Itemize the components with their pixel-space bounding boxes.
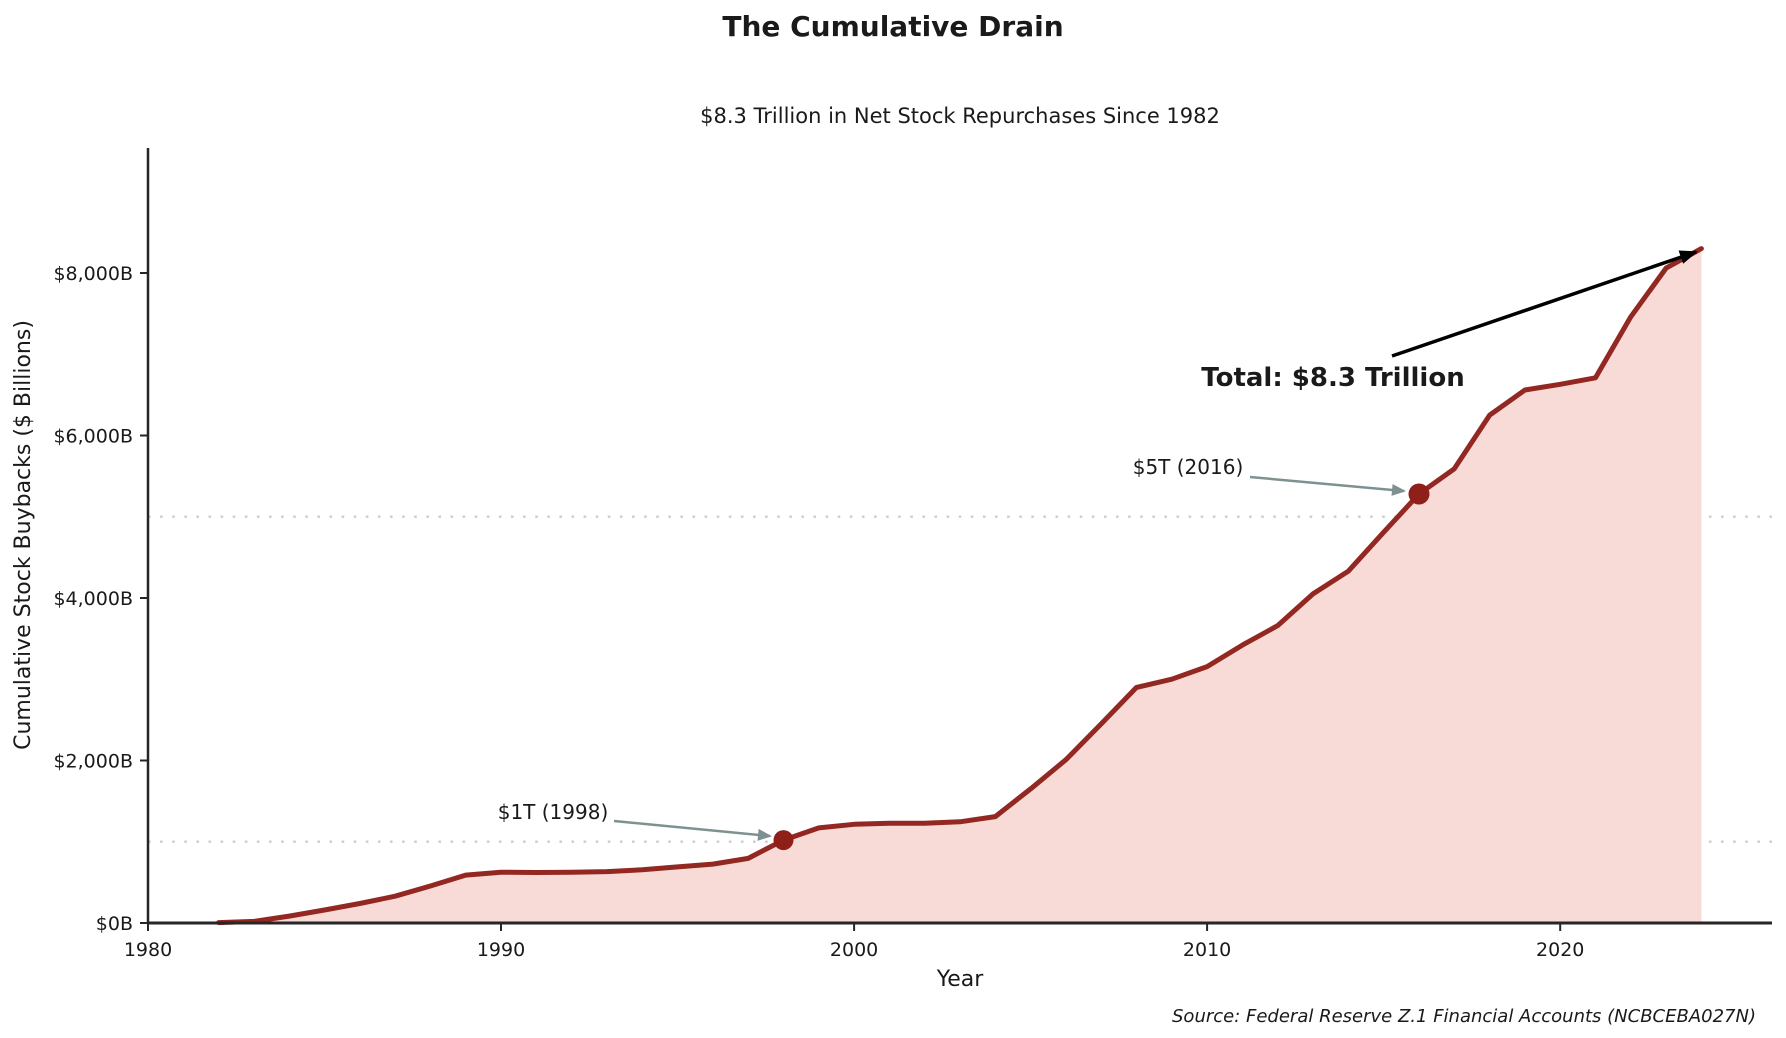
chart-subtitle: $8.3 Trillion in Net Stock Repurchases S… [700,104,1220,128]
annotation-label: $1T (1998) [498,800,609,824]
y-tick-label: $8,000B [53,263,133,285]
y-tick-label: $0B [96,913,133,935]
y-tick-label: $4,000B [53,588,133,610]
plot-area: $0B $2,000B $4,000B $6,000B $8,000B 1980 1990 2… [53,148,1772,961]
x-tick-label: 2010 [1183,939,1231,961]
series-area [218,248,1702,924]
x-axis-label: Year [936,967,985,992]
source-credit: Source: Federal Reserve Z.1 Financial Ac… [1172,1006,1756,1027]
x-tick-label: 1990 [477,939,525,961]
chart-title: The Cumulative Drain [722,10,1063,43]
annotation-label: Total: $8.3 Trillion [1201,363,1464,393]
annotation-label: $5T (2016) [1133,455,1244,479]
y-axis-label: Cumulative Stock Buybacks ($ Billions) [11,320,36,750]
x-tick-label: 1980 [124,939,172,961]
annotation-arrow [613,819,772,841]
x-tick-label: 2000 [830,939,878,961]
annotation-arrow [1391,250,1698,358]
annotation-dot [1408,483,1430,505]
x-tick-label: 2020 [1536,939,1584,961]
series-line [216,246,1704,926]
annotation-dot [773,830,794,851]
y-tick-label: $6,000B [53,426,133,448]
y-tick-label: $2,000B [53,751,133,773]
annotation-arrow [1249,475,1406,496]
